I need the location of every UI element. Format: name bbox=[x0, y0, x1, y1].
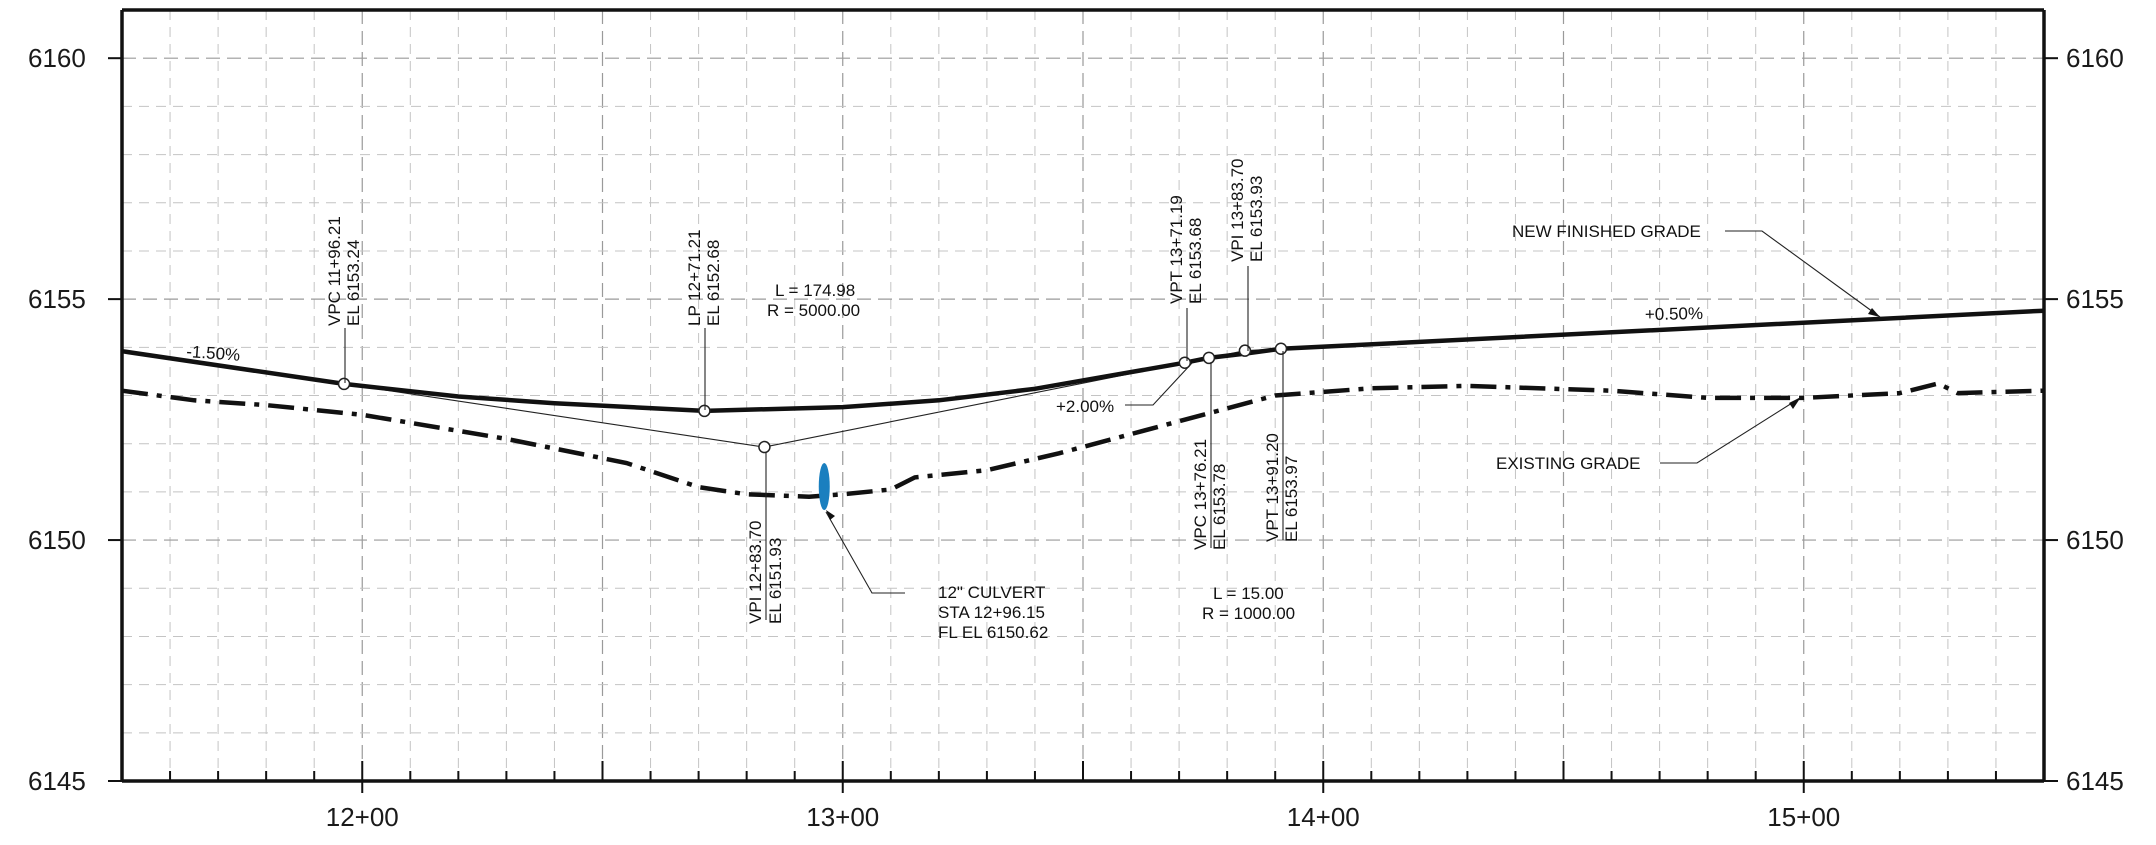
x-tick-label: 13+00 bbox=[806, 802, 879, 832]
profile-point-marker bbox=[1178, 356, 1192, 369]
culvert-marker bbox=[818, 462, 830, 511]
y-tick-label-right: 6155 bbox=[2066, 284, 2124, 314]
x-tick-label: 15+00 bbox=[1767, 802, 1840, 832]
existing-grade-label: EXISTING GRADE bbox=[1496, 454, 1641, 473]
vc1-length-label: L = 174.98 bbox=[775, 281, 855, 300]
lp-station-label: LP 12+71.21 bbox=[685, 229, 704, 326]
culvert-station-label: STA 12+96.15 bbox=[938, 603, 1045, 622]
profile-point-marker bbox=[1274, 342, 1288, 356]
existing-grade-line bbox=[121, 381, 2045, 499]
culvert-flowline-label: FL EL 6150.62 bbox=[938, 623, 1048, 642]
profile-point-marker bbox=[1238, 344, 1252, 357]
slope-right-label: +0.50% bbox=[1645, 304, 1703, 324]
profile-point-marker bbox=[758, 440, 771, 454]
y-tick-label-left: 6160 bbox=[28, 43, 86, 73]
vc2-length-label: L = 15.00 bbox=[1213, 584, 1284, 603]
annotations: -1.50% +0.50% +2.00% L = 174.98 R = 5000… bbox=[186, 158, 1703, 642]
vpt2-elev-label: EL 6153.97 bbox=[1282, 456, 1301, 542]
culvert-size-label: 12" CULVERT bbox=[938, 583, 1045, 602]
vpt1-station-label: VPT 13+71.19 bbox=[1167, 195, 1186, 304]
leader-existing-grade bbox=[1660, 397, 1801, 464]
vc1-radius-label: R = 5000.00 bbox=[767, 301, 860, 320]
vpc2-elev-label: EL 6153.78 bbox=[1210, 464, 1229, 550]
new-grade-label: NEW FINISHED GRADE bbox=[1512, 222, 1701, 241]
slope-mid-label: +2.00% bbox=[1056, 397, 1114, 416]
y-tick-label-right: 6145 bbox=[2066, 766, 2124, 796]
profile-point-marker bbox=[1202, 351, 1216, 365]
leader-culvert bbox=[825, 511, 905, 594]
new-grade-arrowhead bbox=[1868, 308, 1880, 317]
vpc2-station-label: VPC 13+76.21 bbox=[1191, 439, 1210, 550]
x-tick-label: 12+00 bbox=[326, 802, 399, 832]
vpt2-station-label: VPT 13+91.20 bbox=[1263, 433, 1282, 542]
leader-new-grade bbox=[1725, 230, 1881, 318]
vpi2-station-label: VPI 13+83.70 bbox=[1228, 158, 1247, 262]
y-tick-label-left: 6150 bbox=[28, 525, 86, 555]
axis-tick-labels: 6145 6145 6150 6150 6155 6155 6160 6160 12+00 13+… bbox=[28, 43, 2124, 832]
y-tick-label-left: 6145 bbox=[28, 766, 86, 796]
vpt1-elev-label: EL 6153.68 bbox=[1186, 218, 1205, 304]
existing-grade-arrowhead bbox=[1789, 397, 1801, 409]
vpc1-station-label: VPC 11+96.21 bbox=[325, 216, 344, 326]
vpi1-elev-label: EL 6151.93 bbox=[766, 538, 785, 624]
grid bbox=[122, 10, 2044, 781]
vc2-radius-label: R = 1000.00 bbox=[1202, 604, 1295, 623]
y-tick-label-right: 6160 bbox=[2066, 43, 2124, 73]
y-tick-label-left: 6155 bbox=[28, 284, 86, 314]
y-tick-label-right: 6150 bbox=[2066, 525, 2124, 555]
culvert-arrowhead bbox=[826, 510, 835, 520]
profile-point-marker bbox=[698, 404, 711, 418]
x-tick-label: 14+00 bbox=[1287, 802, 1360, 832]
vpc1-elev-label: EL 6153.24 bbox=[344, 240, 363, 326]
annotation-leaders bbox=[344, 230, 1881, 620]
slope-left-label: -1.50% bbox=[186, 342, 241, 365]
vpi2-elev-label: EL 6153.93 bbox=[1247, 176, 1266, 262]
vpi1-station-label: VPI 12+83.70 bbox=[746, 520, 765, 624]
lp-elev-label: EL 6152.68 bbox=[704, 240, 723, 326]
profile-points bbox=[337, 342, 1288, 454]
profile-point-marker bbox=[337, 377, 351, 391]
leader-slope-mid bbox=[1125, 362, 1193, 406]
